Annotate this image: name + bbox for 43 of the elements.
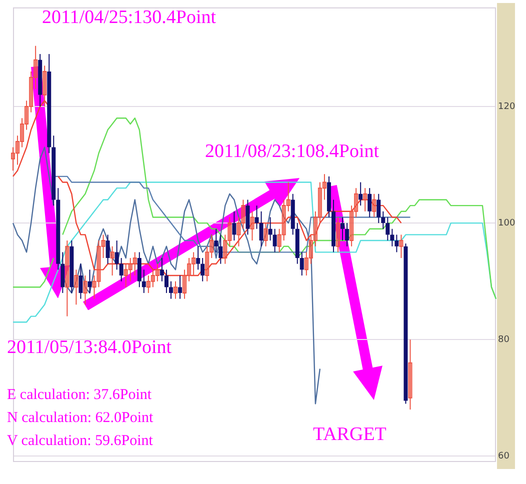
annotation: TARGET	[313, 424, 386, 445]
candlestick	[340, 216, 345, 242]
candlestick	[218, 234, 223, 264]
annotation: V calculation: 59.6Point	[7, 433, 153, 449]
candlestick	[60, 252, 65, 294]
candlestick	[390, 228, 394, 247]
candlestick	[114, 240, 119, 270]
y-tick-label: 80	[498, 334, 510, 345]
candlestick	[386, 216, 390, 242]
annotation: 2011/05/13:84.0Point	[7, 337, 172, 358]
candlestick	[381, 210, 386, 230]
y-tick-label: 100	[498, 218, 516, 228]
candlestick	[106, 234, 110, 264]
candlestick	[358, 182, 363, 206]
candlestick	[214, 228, 218, 253]
y-tick-label: 120	[498, 102, 516, 112]
candlestick	[394, 234, 399, 253]
candlestick	[259, 210, 264, 247]
candlestick	[368, 188, 372, 218]
candlestick	[268, 216, 272, 242]
candlestick	[246, 199, 250, 236]
candlestick	[164, 269, 168, 294]
candlestick	[88, 269, 92, 294]
annotation: N calculation: 62.0Point	[7, 410, 154, 426]
candlestick	[196, 246, 200, 270]
candlestick	[178, 275, 182, 300]
candlestick	[254, 205, 259, 230]
candlestick	[376, 193, 381, 224]
candlestick	[168, 280, 173, 300]
candlestick	[78, 263, 83, 300]
annotation: 2011/04/25:130.4Point	[42, 7, 216, 28]
candlestick	[137, 252, 142, 288]
annotation: E calculation: 37.6Point	[7, 387, 152, 403]
candlestick	[160, 258, 164, 282]
candlestick	[200, 258, 205, 282]
candlestick	[300, 252, 304, 276]
candlestick	[119, 258, 124, 282]
candlestick	[272, 228, 277, 253]
candlestick	[232, 210, 236, 242]
candlestick	[142, 269, 146, 294]
y-tick-label: 60	[498, 452, 510, 462]
annotation: 2011/08/23:108.4Point	[205, 141, 380, 162]
candlestick	[345, 222, 350, 247]
